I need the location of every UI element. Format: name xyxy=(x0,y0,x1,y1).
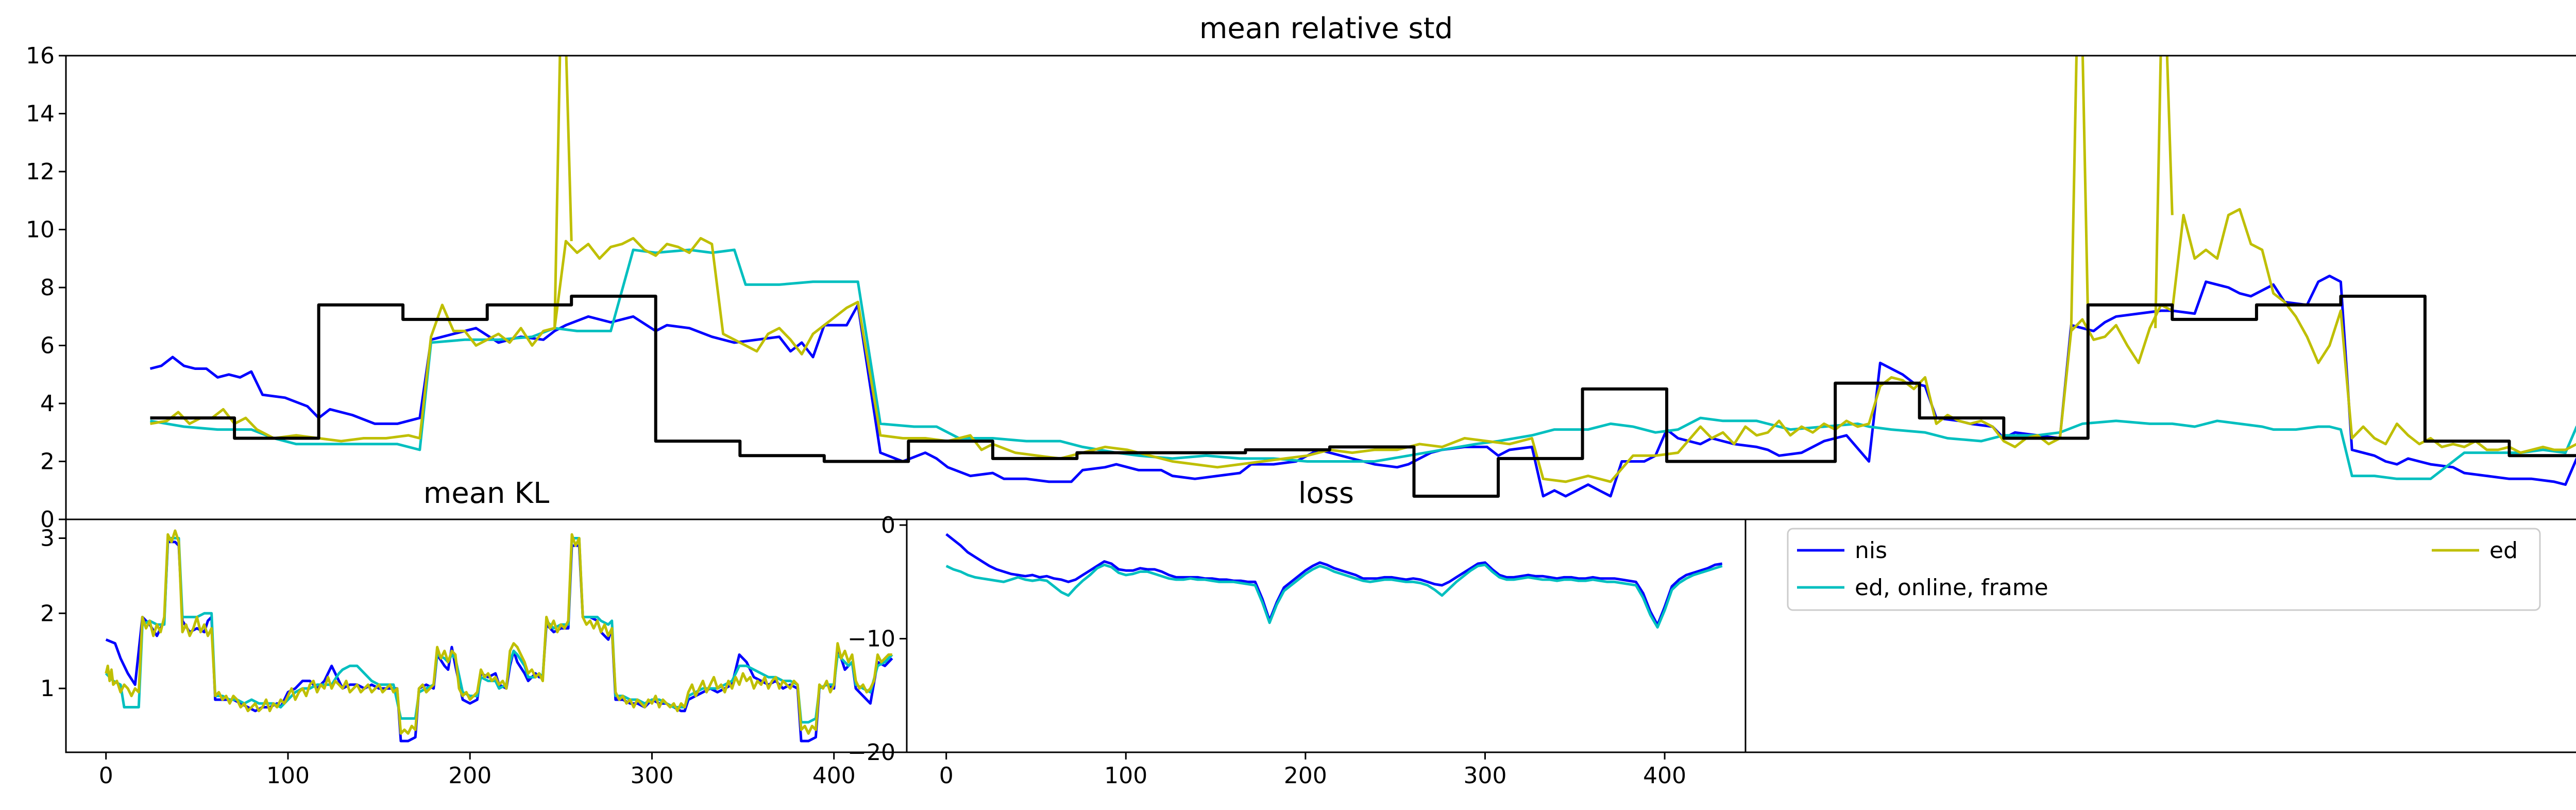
legend-panel: nis ed, online, frame ed xyxy=(1744,518,2576,753)
kl-x-tick-label: 300 xyxy=(630,763,673,789)
loss-x-tick-label: 100 xyxy=(1104,763,1147,789)
top-y-tick-label: 8 xyxy=(40,275,55,301)
legend-box xyxy=(1787,528,2541,611)
legend-label-nis: nis xyxy=(1855,537,1887,564)
kl-x-tick-label: 400 xyxy=(812,763,856,789)
loss-panel-title: loss xyxy=(1298,477,1354,510)
top-y-tick-label: 0 xyxy=(40,507,55,533)
kl-y-tick-label: 3 xyxy=(40,525,55,551)
loss-x-tick-label: 300 xyxy=(1464,763,1507,789)
top-y-tick-label: 10 xyxy=(26,217,55,243)
legend-label-ed: ed xyxy=(2489,537,2518,564)
loss-x-tick-label: 0 xyxy=(939,763,954,789)
top-y-tick-label: 4 xyxy=(40,391,55,417)
top-series-ed-spike xyxy=(553,56,573,328)
top-panel-title: mean relative std xyxy=(1199,12,1453,45)
loss-y-tick-label: −10 xyxy=(848,626,895,652)
top-y-tick-label: 6 xyxy=(40,333,55,359)
loss-panel-ticks: 0 −10 −20 0 100 200 300 400 xyxy=(848,512,1686,789)
top-series-reference-line xyxy=(150,294,2576,498)
legend-panel-frame xyxy=(1744,518,2576,753)
kl-series-ed-line xyxy=(105,529,892,735)
top-y-tick-label: 2 xyxy=(40,449,55,475)
kl-panel-title: mean KL xyxy=(423,477,550,510)
kl-panel-ticks: 1 2 3 0 100 200 300 400 xyxy=(40,525,856,789)
top-series-ed-line xyxy=(150,208,2576,483)
loss-series-nis-line xyxy=(945,533,1723,627)
kl-x-tick-label: 0 xyxy=(99,763,113,789)
loss-y-tick-label: −20 xyxy=(848,739,895,766)
loss-series-ed-online-frame-line xyxy=(945,563,1723,629)
kl-panel-series xyxy=(105,529,893,742)
top-series-ed-spike xyxy=(2154,56,2174,328)
top-series-ed-online-frame-line xyxy=(150,248,2576,480)
loss-panel-series xyxy=(945,533,1723,629)
kl-x-tick-label: 200 xyxy=(448,763,492,789)
loss-x-tick-label: 400 xyxy=(1643,763,1686,789)
loss-panel: 0 −10 −20 0 100 200 300 400 loss xyxy=(848,477,1747,789)
kl-x-tick-label: 100 xyxy=(266,763,310,789)
legend-label-ed-online-frame: ed, online, frame xyxy=(1855,575,2048,601)
top-y-tick-label: 14 xyxy=(26,101,55,127)
loss-x-tick-label: 200 xyxy=(1284,763,1327,789)
kl-y-tick-label: 1 xyxy=(40,676,55,702)
loss-y-tick-label: 0 xyxy=(881,512,895,538)
top-panel-y-ticks: 0 2 4 6 8 10 12 14 16 xyxy=(26,43,66,533)
top-y-tick-label: 12 xyxy=(26,159,55,185)
top-y-tick-label: 16 xyxy=(26,43,55,69)
top-series-ed-spike xyxy=(2070,56,2090,331)
kl-y-tick-label: 2 xyxy=(40,600,55,627)
top-panel-series xyxy=(149,56,2576,498)
